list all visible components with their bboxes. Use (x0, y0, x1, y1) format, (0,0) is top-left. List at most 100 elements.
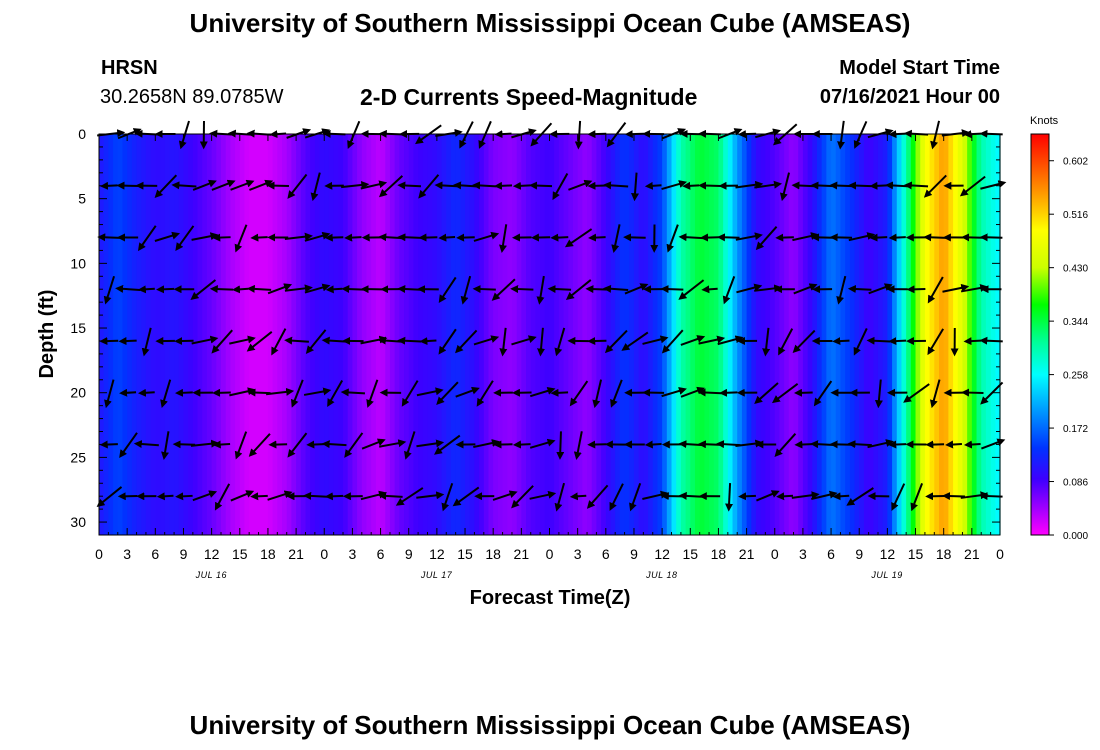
heatmap-cell (164, 134, 170, 535)
current-arrow (99, 440, 118, 449)
heatmap-cell (840, 134, 846, 535)
heatmap-cell (235, 134, 241, 535)
y-axis-label: Depth (ft) (36, 290, 58, 379)
current-arrow (697, 440, 722, 449)
heatmap-cell (554, 134, 560, 535)
date-label: JUL 17 (420, 570, 453, 580)
heatmap-cell (624, 134, 630, 535)
current-arrow (603, 284, 629, 293)
heatmap-cell (990, 134, 996, 535)
current-arrow (929, 379, 941, 409)
current-arrow (793, 283, 818, 295)
heatmap-cell (366, 134, 372, 535)
current-arrow (267, 283, 293, 295)
heatmap-cell (779, 134, 785, 535)
colorbar-bar (1030, 133, 1050, 536)
current-arrow (623, 233, 646, 242)
current-arrow (455, 329, 478, 354)
heatmap-cell (413, 134, 419, 535)
current-arrow (550, 233, 569, 242)
current-arrow (321, 336, 347, 345)
current-arrow (552, 173, 569, 201)
current-arrow (366, 379, 379, 408)
current-arrow (716, 233, 740, 242)
current-arrow (395, 487, 424, 506)
current-arrow (416, 387, 444, 397)
current-arrow (725, 483, 734, 512)
current-arrow (755, 226, 778, 251)
current-arrow (438, 233, 456, 242)
x-tick-label: 12 (880, 546, 896, 562)
model-start-time: 07/16/2021 Hour 00 (819, 86, 1000, 108)
current-arrow (499, 327, 508, 357)
heatmap-cell (404, 134, 410, 535)
current-arrow (529, 438, 556, 449)
current-arrow (794, 440, 813, 449)
current-arrow (941, 492, 966, 501)
current-arrow (925, 440, 945, 449)
current-arrow (678, 491, 703, 500)
heatmap-cell (211, 134, 217, 535)
x-tick-label: 9 (180, 546, 188, 562)
colorbar-tick-label: 0.430 (1063, 264, 1088, 275)
heatmap-cell (601, 134, 607, 535)
heatmap-cell (544, 134, 551, 535)
current-arrow (499, 224, 508, 254)
heatmap-cell (507, 134, 513, 535)
current-arrow (160, 379, 172, 409)
current-arrow (133, 440, 159, 449)
current-arrow (472, 285, 496, 294)
heatmap-cell (591, 134, 598, 535)
heatmap-cell (343, 134, 349, 535)
current-arrow (722, 276, 736, 305)
heatmap-cell (99, 134, 105, 535)
current-arrow (754, 382, 779, 405)
heatmap-cell (230, 134, 236, 535)
heatmap-cell (127, 134, 133, 535)
current-arrow (853, 327, 868, 356)
x-tick-label: 21 (514, 546, 530, 562)
current-arrow (588, 233, 606, 242)
current-arrow (604, 329, 628, 354)
heatmap-cell (160, 134, 166, 535)
current-arrow (603, 181, 629, 190)
current-arrow (212, 233, 231, 242)
current-arrow (832, 492, 850, 501)
current-arrow (779, 172, 791, 202)
heatmap-cell (206, 134, 213, 535)
current-arrow (735, 232, 763, 241)
heatmap-cell (221, 134, 227, 535)
current-arrow (738, 492, 756, 501)
heatmap-cell (709, 134, 715, 535)
current-arrow (697, 388, 722, 397)
heatmap-cell (511, 134, 518, 535)
current-arrow (290, 379, 304, 408)
heatmap-cell (305, 134, 311, 535)
current-arrow (455, 386, 480, 398)
current-arrow (190, 439, 220, 448)
current-arrow (344, 233, 362, 242)
current-arrow (441, 482, 454, 512)
current-arrow (847, 285, 872, 294)
x-axis-label: Forecast Time(Z) (470, 587, 631, 609)
current-arrow (888, 440, 907, 449)
current-arrow (397, 284, 422, 293)
y-tick-label: 0 (78, 126, 86, 142)
current-arrow (719, 388, 738, 397)
current-arrow (682, 181, 700, 190)
heatmap-cell (802, 134, 809, 535)
current-arrow (438, 328, 457, 355)
date-label: JUL 16 (195, 570, 227, 580)
heatmap-cell (117, 134, 124, 535)
current-arrow (778, 328, 794, 356)
current-arrow (341, 181, 370, 189)
heatmap-cell (314, 134, 321, 535)
x-tick-label: 9 (405, 546, 413, 562)
current-arrow (246, 284, 272, 293)
heatmap-cell (347, 134, 354, 535)
current-arrow (119, 388, 137, 397)
current-arrow (401, 380, 419, 407)
current-arrow (229, 335, 256, 345)
current-arrow (554, 482, 566, 512)
heatmap-cell (563, 134, 569, 535)
